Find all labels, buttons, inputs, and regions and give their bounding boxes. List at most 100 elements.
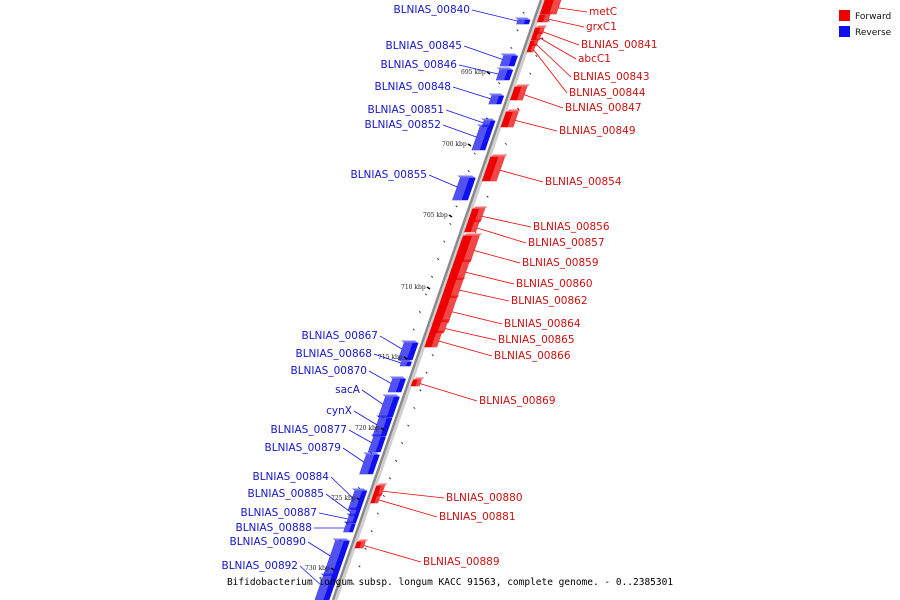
backbone-line [331, 0, 543, 600]
tick-dash [412, 328, 415, 331]
tick-dash [504, 142, 507, 146]
tick-dash [443, 240, 446, 243]
gene-label-blnias-00857: BLNIAS_00857 [528, 237, 605, 249]
tick-dash [467, 170, 470, 173]
gene-bevel [533, 31, 545, 34]
tick-dash [425, 371, 428, 374]
gene-bevel [506, 109, 522, 112]
gene-label-blnias-00856: BLNIAS_00856 [533, 221, 610, 233]
gene-highlight [368, 437, 381, 452]
gene-label-abcc1: abcC1 [578, 53, 611, 65]
gene-highlight [489, 157, 505, 181]
gene-bevel [447, 277, 466, 280]
gene-label-blnias-00884: BLNIAS_00884 [252, 471, 329, 483]
gene-bevel [441, 295, 460, 298]
forward-gene-feature [424, 330, 445, 348]
gene-highlight [542, 15, 550, 22]
leader-line [473, 226, 527, 244]
leader-line [373, 353, 404, 365]
reverse-gene-feature [387, 376, 407, 393]
gene-highlight [496, 70, 508, 80]
tick-dash [407, 424, 410, 427]
leader-line [520, 93, 564, 109]
tick-dash [486, 195, 489, 198]
tick-dash [376, 512, 379, 515]
gene-bevel [488, 93, 504, 96]
tick-dash [516, 29, 519, 32]
kbp-tick-label: 715 kbp [378, 354, 403, 361]
leader-line [445, 109, 487, 125]
kbp-tick-label: 725 kbp [331, 495, 356, 502]
gene-label-metc: metC [589, 6, 617, 18]
forward-gene-feature [536, 12, 553, 23]
reverse-gene-feature [347, 488, 368, 511]
tick-dash [413, 406, 416, 410]
forward-gene-feature [432, 295, 460, 324]
gene-bevel [363, 452, 380, 455]
kbp-tick-label: 700 kbp [442, 141, 467, 148]
reverse-gene-feature [359, 452, 380, 475]
tick-dash [449, 222, 452, 226]
gene-highlight [343, 524, 352, 532]
leader-line [348, 429, 376, 445]
gene-label-blnias-00855: BLNIAS_00855 [350, 169, 427, 181]
leader-line [495, 168, 544, 183]
gene-label-blnias-00877: BLNIAS_00877 [270, 424, 347, 436]
reverse-gene-feature [499, 53, 519, 67]
tick-dash [430, 275, 434, 278]
forward-gene-feature [441, 277, 466, 299]
gene-labels: BLNIAS_00840 BLNIAS_00845 BLNIAS_00846 BLNI… [221, 4, 657, 572]
gene-label-blnias-00844: BLNIAS_00844 [569, 87, 646, 99]
legend-item-reverse: Reverse [839, 26, 892, 38]
tick-dash [370, 530, 373, 533]
tick-dash [364, 547, 367, 550]
gene-highlight [359, 455, 375, 474]
gene-bevel [332, 538, 350, 541]
gene-label-cynx: cynX [326, 405, 352, 417]
leader-line [442, 124, 481, 139]
leader-line [368, 370, 396, 386]
reverse-gene-feature [378, 394, 400, 418]
gene-features [314, 0, 562, 600]
gene-bevel [496, 67, 513, 70]
gene-bevel [500, 53, 518, 56]
gene-highlight [374, 496, 381, 503]
leader-line [545, 18, 585, 28]
gene-bevel [514, 84, 530, 87]
gene-highlight [372, 418, 387, 436]
kbp-tick-label: 695 kbp [461, 69, 486, 76]
gene-highlight [441, 298, 457, 323]
kbp-tick-label: 705 kbp [423, 212, 448, 219]
gene-label-blnias-00888: BLNIAS_00888 [235, 522, 312, 534]
gene-highlight [500, 56, 512, 66]
gene-bevel [357, 539, 369, 542]
reverse-gene-feature [398, 359, 412, 367]
leader-line [428, 174, 463, 190]
gene-label-blnias-00848: BLNIAS_00848 [374, 81, 451, 93]
reverse-gene-feature [471, 124, 494, 151]
kbp-tick-mark [448, 214, 453, 218]
forward-gene-feature [539, 0, 562, 15]
reverse-gene-feature [367, 434, 386, 453]
gene-bevel [389, 376, 406, 379]
leader-line [463, 45, 507, 62]
reverse-gene-feature [495, 67, 514, 81]
gene-label-blnias-00865: BLNIAS_00865 [498, 334, 575, 346]
leader-line [478, 215, 532, 228]
gene-bevel [370, 434, 386, 437]
forward-gene-feature [453, 233, 483, 263]
leader-line [435, 339, 493, 357]
gene-label-blnias-00892: BLNIAS_00892 [221, 560, 298, 572]
gene-bevel [457, 175, 476, 178]
gene-label-blnias-00881: BLNIAS_00881 [439, 511, 516, 523]
gene-label-blnias-00868: BLNIAS_00868 [295, 348, 372, 360]
leader-line [353, 410, 381, 428]
forward-gene-feature [467, 206, 488, 223]
reverse-gene-feature [488, 93, 505, 105]
kbp-tick-label: 720 kbp [355, 425, 380, 432]
gene-highlight [348, 491, 362, 510]
gene-bevel [535, 25, 548, 28]
leader-line [377, 499, 438, 518]
leader-line [330, 476, 356, 501]
leader-line [361, 544, 422, 563]
